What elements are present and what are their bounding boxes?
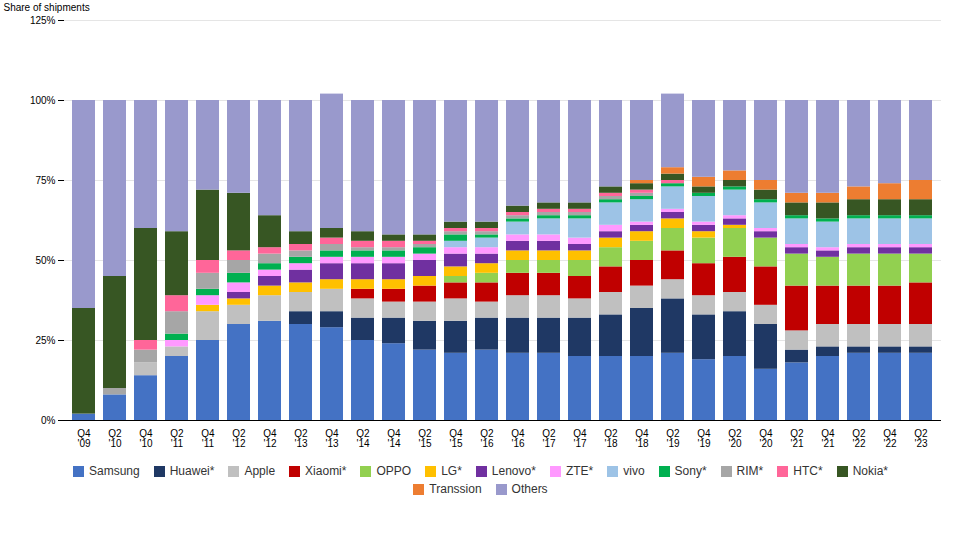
html-text:Nokia*: Nokia* <box>852 464 888 478</box>
html-text:Samsung: Samsung <box>89 464 140 478</box>
svg-text:Q4'21: Q4'21 <box>821 428 835 449</box>
html-text:ZTE*: ZTE* <box>565 464 594 478</box>
svg-text:Q2'10: Q2'10 <box>108 428 122 449</box>
svg-text:Q2'22: Q2'22 <box>852 428 866 449</box>
svg-text:Q2'19: Q2'19 <box>666 428 680 449</box>
svg-text:Q4'19: Q4'19 <box>697 428 711 449</box>
svg-text:50%: 50% <box>35 255 55 266</box>
svg-text:Q4'11: Q4'11 <box>201 428 215 449</box>
html-text:HTC*: HTC* <box>793 464 823 478</box>
svg-text:Q4'18: Q4'18 <box>635 428 649 449</box>
svg-text:100%: 100% <box>30 95 56 106</box>
svg-text:Q2'18: Q2'18 <box>604 428 618 449</box>
svg-text:Q2'16: Q2'16 <box>480 428 494 449</box>
html-text:Others: Others <box>511 482 548 496</box>
svg-text:Q4'13: Q4'13 <box>325 428 339 449</box>
html-text:Huawei*: Huawei* <box>169 464 215 478</box>
svg-text:25%: 25% <box>35 335 55 346</box>
html-text:OPPO: OPPO <box>376 464 412 478</box>
svg-text:Q4'17: Q4'17 <box>573 428 587 449</box>
svg-text:Q2'13: Q2'13 <box>294 428 308 449</box>
svg-text:Q4'15: Q4'15 <box>449 428 463 449</box>
svg-text:Q4'14: Q4'14 <box>387 428 401 449</box>
html-text:LG*: LG* <box>441 464 462 478</box>
svg-text:Q4'20: Q4'20 <box>759 428 773 449</box>
html-text:Xiaomi*: Xiaomi* <box>305 464 347 478</box>
svg-text:125%: 125% <box>30 15 56 26</box>
svg-text:Share of shipments: Share of shipments <box>4 2 90 13</box>
html-text:Apple: Apple <box>244 464 276 478</box>
svg-text:Q2'12: Q2'12 <box>232 428 246 449</box>
svg-text:Q4'16: Q4'16 <box>511 428 525 449</box>
svg-text:Q2'11: Q2'11 <box>170 428 184 449</box>
html-text:Lenovo*: Lenovo* <box>491 464 536 478</box>
svg-text:Q4'22: Q4'22 <box>883 428 897 449</box>
svg-text:75%: 75% <box>35 175 55 186</box>
html-text:vivo: vivo <box>623 464 645 478</box>
html-text:Sony*: Sony* <box>674 464 707 478</box>
svg-text:Q2'20: Q2'20 <box>728 428 742 449</box>
svg-text:Q4'12: Q4'12 <box>263 428 277 449</box>
svg-text:0%: 0% <box>41 415 56 426</box>
svg-text:Q2'23: Q2'23 <box>914 428 928 449</box>
svg-text:Q4'09: Q4'09 <box>77 428 91 449</box>
svg-text:Q2'21: Q2'21 <box>790 428 804 449</box>
svg-text:Q2'17: Q2'17 <box>542 428 556 449</box>
svg-text:Q2'15: Q2'15 <box>418 428 432 449</box>
svg-text:Q2'14: Q2'14 <box>356 428 370 449</box>
html-text:Transsion: Transsion <box>429 482 482 496</box>
svg-text:Q4'10: Q4'10 <box>139 428 153 449</box>
html-text:RIM*: RIM* <box>736 464 764 478</box>
